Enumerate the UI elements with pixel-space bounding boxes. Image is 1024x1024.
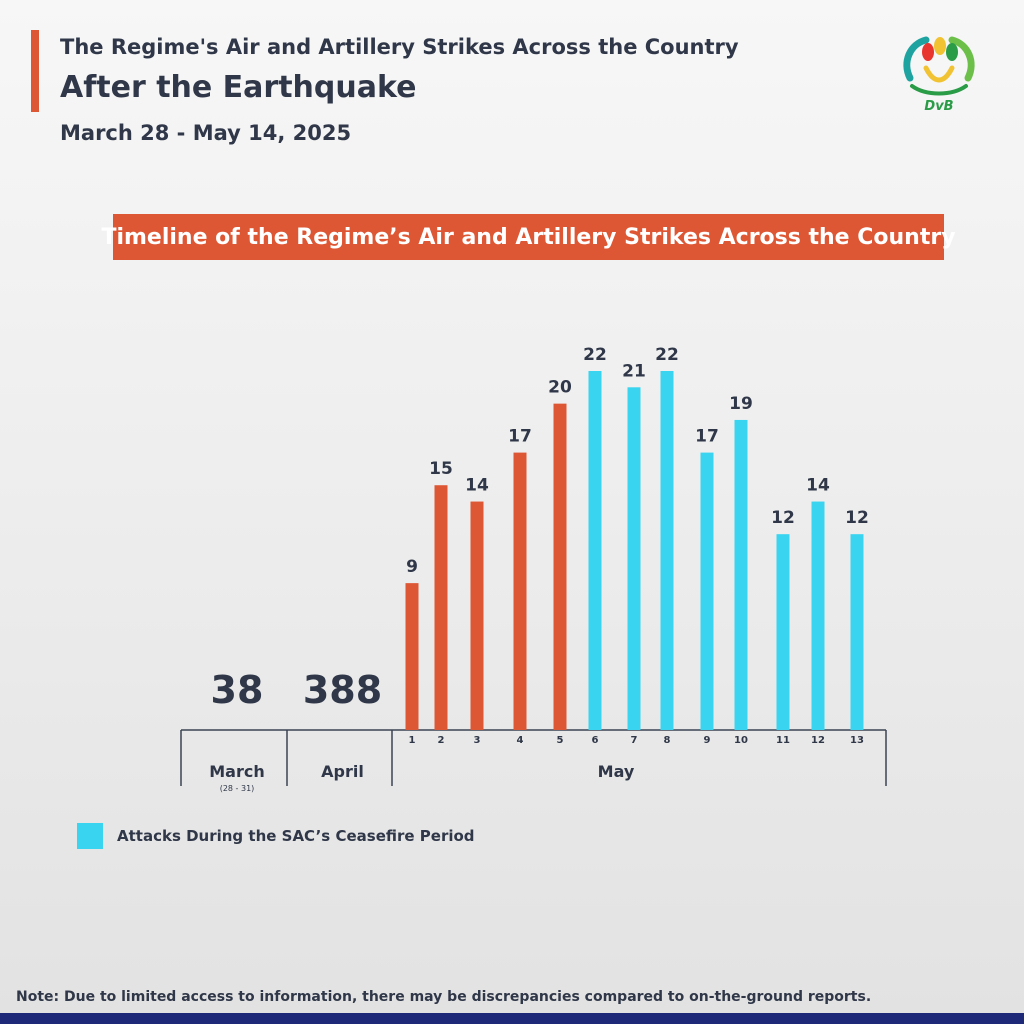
- x-tick-label-9: 9: [704, 735, 711, 746]
- bar-may-6: [588, 371, 602, 730]
- x-tick-label-12: 12: [811, 735, 825, 746]
- bar-value-label-may-4: 17: [508, 427, 532, 447]
- bar-may-10: [734, 419, 748, 730]
- bar-value-label-may-7: 21: [622, 361, 646, 381]
- bar-may-12: [811, 501, 825, 730]
- bar-value-label-may-2: 15: [429, 459, 453, 479]
- x-tick-label-3: 3: [474, 735, 481, 746]
- page-title-line1: The Regime's Air and Artillery Strikes A…: [60, 35, 739, 59]
- dvb-logo-text: DvB: [924, 99, 953, 114]
- bar-may-13: [850, 534, 864, 730]
- bar-may-8: [660, 371, 674, 730]
- x-tick-label-7: 7: [631, 735, 638, 746]
- total-value-april: 388: [303, 668, 382, 712]
- bar-value-label-may-6: 22: [583, 345, 607, 365]
- bar-may-4: [513, 452, 527, 730]
- bar-value-label-may-3: 14: [465, 476, 489, 496]
- bar-value-label-may-9: 17: [695, 427, 719, 447]
- chart-axes: [180, 729, 887, 786]
- legend-swatch-ceasefire: [77, 823, 103, 849]
- x-tick-label-1: 1: [409, 735, 416, 746]
- bar-may-3: [470, 501, 484, 730]
- dvb-logo: DvB: [903, 36, 975, 114]
- chart-title-banner: Timeline of the Regime’s Air and Artille…: [101, 214, 956, 260]
- month-label-april: April: [321, 762, 364, 781]
- bar-value-label-may-11: 12: [771, 508, 795, 528]
- bar-may-1: [405, 583, 419, 730]
- x-tick-label-6: 6: [592, 735, 599, 746]
- bar-may-5: [553, 403, 567, 730]
- footer-note: Note: Due to limited access to informati…: [16, 989, 872, 1005]
- bar-may-2: [434, 485, 448, 730]
- total-value-march: 38: [211, 668, 264, 712]
- bar-value-label-may-10: 19: [729, 394, 753, 414]
- x-tick-label-11: 11: [776, 735, 790, 746]
- x-tick-label-10: 10: [734, 735, 748, 746]
- bar-may-11: [776, 534, 790, 730]
- bar-value-label-may-13: 12: [845, 508, 869, 528]
- bar-may-7: [627, 387, 641, 730]
- legend-label: Attacks During the SAC’s Ceasefire Perio…: [117, 827, 475, 845]
- bar-value-label-may-5: 20: [548, 378, 572, 398]
- x-tick-label-4: 4: [517, 735, 524, 746]
- chart-bars: [405, 371, 864, 730]
- date-range: March 28 - May 14, 2025: [60, 121, 352, 145]
- x-tick-label-8: 8: [664, 735, 671, 746]
- bar-may-9: [700, 452, 714, 730]
- month-label-may: May: [598, 762, 635, 781]
- x-tick-label-5: 5: [557, 735, 564, 746]
- x-tick-label-13: 13: [850, 735, 864, 746]
- title-accent-bar: [31, 30, 39, 112]
- legend: Attacks During the SAC’s Ceasefire Perio…: [77, 823, 475, 849]
- chart-title: Timeline of the Regime’s Air and Artille…: [101, 224, 956, 250]
- bar-value-label-may-8: 22: [655, 345, 679, 365]
- month-label-march: March: [209, 762, 264, 781]
- x-tick-label-2: 2: [438, 735, 445, 746]
- bottom-bar: [0, 1013, 1024, 1024]
- month-sublabel-march: (28 - 31): [220, 784, 255, 793]
- page-title-line2: After the Earthquake: [60, 70, 417, 105]
- bar-value-label-may-1: 9: [406, 557, 418, 577]
- bar-value-label-may-12: 14: [806, 476, 830, 496]
